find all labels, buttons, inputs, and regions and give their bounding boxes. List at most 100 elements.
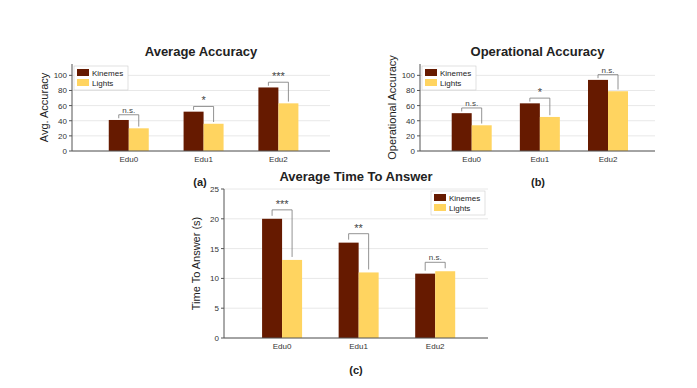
significance-label: * — [201, 94, 206, 106]
bars — [109, 87, 299, 151]
significance-label: * — [538, 86, 543, 98]
bar — [588, 80, 608, 151]
legend-box — [422, 66, 476, 90]
bar — [415, 274, 435, 338]
legend-swatch — [77, 79, 89, 86]
x-tick-label: Edu0 — [273, 342, 292, 351]
bar — [540, 117, 560, 151]
significance-label: n.s. — [465, 99, 478, 108]
y-tick — [417, 75, 420, 76]
legend-swatch — [425, 79, 437, 86]
title: Average Time To Answer — [279, 169, 432, 184]
significance-bracket — [119, 115, 139, 127]
y-tick-label: 5 — [215, 304, 220, 313]
significance-bracket — [349, 234, 369, 270]
y-tick — [417, 120, 420, 121]
x-tick-label: Edu2 — [269, 155, 288, 164]
significance-label: n.s. — [429, 253, 442, 262]
y-tick — [221, 248, 224, 249]
bar — [472, 125, 492, 151]
legend: KinemesLights — [431, 191, 485, 215]
significance-bracket — [598, 75, 618, 90]
x-axis — [72, 151, 330, 152]
y-tick — [417, 135, 420, 136]
legend-label: Lights — [92, 79, 113, 88]
legend-label: Kinemes — [449, 194, 480, 203]
x-tick-label: Edu0 — [462, 155, 481, 164]
significance-label: *** — [272, 70, 286, 82]
y-tick-label: 0 — [411, 147, 416, 156]
legend-swatch — [77, 69, 89, 76]
y-tick — [221, 218, 224, 219]
y-tick — [417, 90, 420, 91]
bar — [184, 112, 204, 151]
x-tick-label: Edu1 — [194, 155, 213, 164]
bar — [204, 124, 224, 151]
y-tick — [69, 105, 72, 106]
y-tick-label: 100 — [54, 71, 68, 80]
bar — [359, 272, 379, 338]
bar — [435, 271, 455, 338]
y-tick-label: 20 — [58, 132, 67, 141]
bar — [608, 91, 628, 151]
bar — [520, 103, 540, 151]
bar — [258, 87, 278, 151]
x-tick-label: Edu2 — [426, 342, 445, 351]
legend-label: Kinemes — [440, 69, 471, 78]
x-axis — [420, 151, 655, 152]
x-tick-label: Edu2 — [599, 155, 618, 164]
legend: KinemesLights — [422, 66, 476, 90]
y-tick — [417, 151, 420, 152]
y-axis — [72, 64, 73, 151]
bar — [262, 219, 282, 338]
panel: 0510152025Edu0Edu1Edu2*****n.s.Average T… — [190, 169, 488, 376]
x-tick-label: Edu1 — [349, 342, 368, 351]
y-tick-label: 60 — [58, 102, 67, 111]
significance-bracket — [194, 106, 214, 122]
y-axis-label: Avg. Accuracy — [38, 72, 50, 142]
y-tick — [69, 120, 72, 121]
y-tick — [69, 151, 72, 152]
y-tick-label: 10 — [210, 274, 219, 283]
bar — [109, 120, 129, 151]
legend-box — [431, 191, 485, 215]
caption: (c) — [349, 364, 363, 376]
significance-label: n.s. — [602, 66, 615, 75]
legend-label: Kinemes — [92, 69, 123, 78]
legend: KinemesLights — [74, 66, 128, 90]
y-tick-label: 20 — [210, 215, 219, 224]
x-tick-label: Edu1 — [531, 155, 550, 164]
significance-label: ** — [354, 222, 363, 234]
significance-bracket — [272, 210, 292, 257]
significance-label: *** — [276, 198, 290, 210]
legend-swatch — [425, 69, 437, 76]
panel: 020406080100Edu0Edu1Edu2n.s.*n.s.Operati… — [386, 44, 655, 188]
y-tick — [221, 278, 224, 279]
y-axis-label: Operational Accuracy — [386, 55, 398, 160]
caption: (b) — [531, 176, 545, 188]
y-tick-label: 40 — [58, 117, 67, 126]
legend-label: Lights — [449, 204, 470, 213]
grid-line — [420, 151, 655, 152]
grid-line — [224, 338, 488, 339]
y-tick-label: 25 — [210, 185, 219, 194]
y-tick — [69, 90, 72, 91]
significance-bracket — [268, 82, 288, 101]
bars — [262, 219, 455, 338]
y-tick-label: 40 — [406, 117, 415, 126]
y-tick-label: 80 — [58, 86, 67, 95]
y-tick-label: 60 — [406, 102, 415, 111]
y-axis-label: Time To Answer (s) — [190, 217, 202, 311]
significance-label: n.s. — [122, 106, 135, 115]
legend-swatch — [434, 194, 446, 201]
bar — [278, 103, 298, 151]
y-tick-label: 100 — [402, 71, 416, 80]
y-tick-label: 20 — [406, 132, 415, 141]
caption: (a) — [193, 176, 207, 188]
bar — [282, 260, 302, 338]
y-tick — [221, 308, 224, 309]
y-tick — [221, 338, 224, 339]
y-tick-label: 15 — [210, 245, 219, 254]
significance-bracket — [425, 262, 445, 270]
grid-line — [72, 151, 330, 152]
